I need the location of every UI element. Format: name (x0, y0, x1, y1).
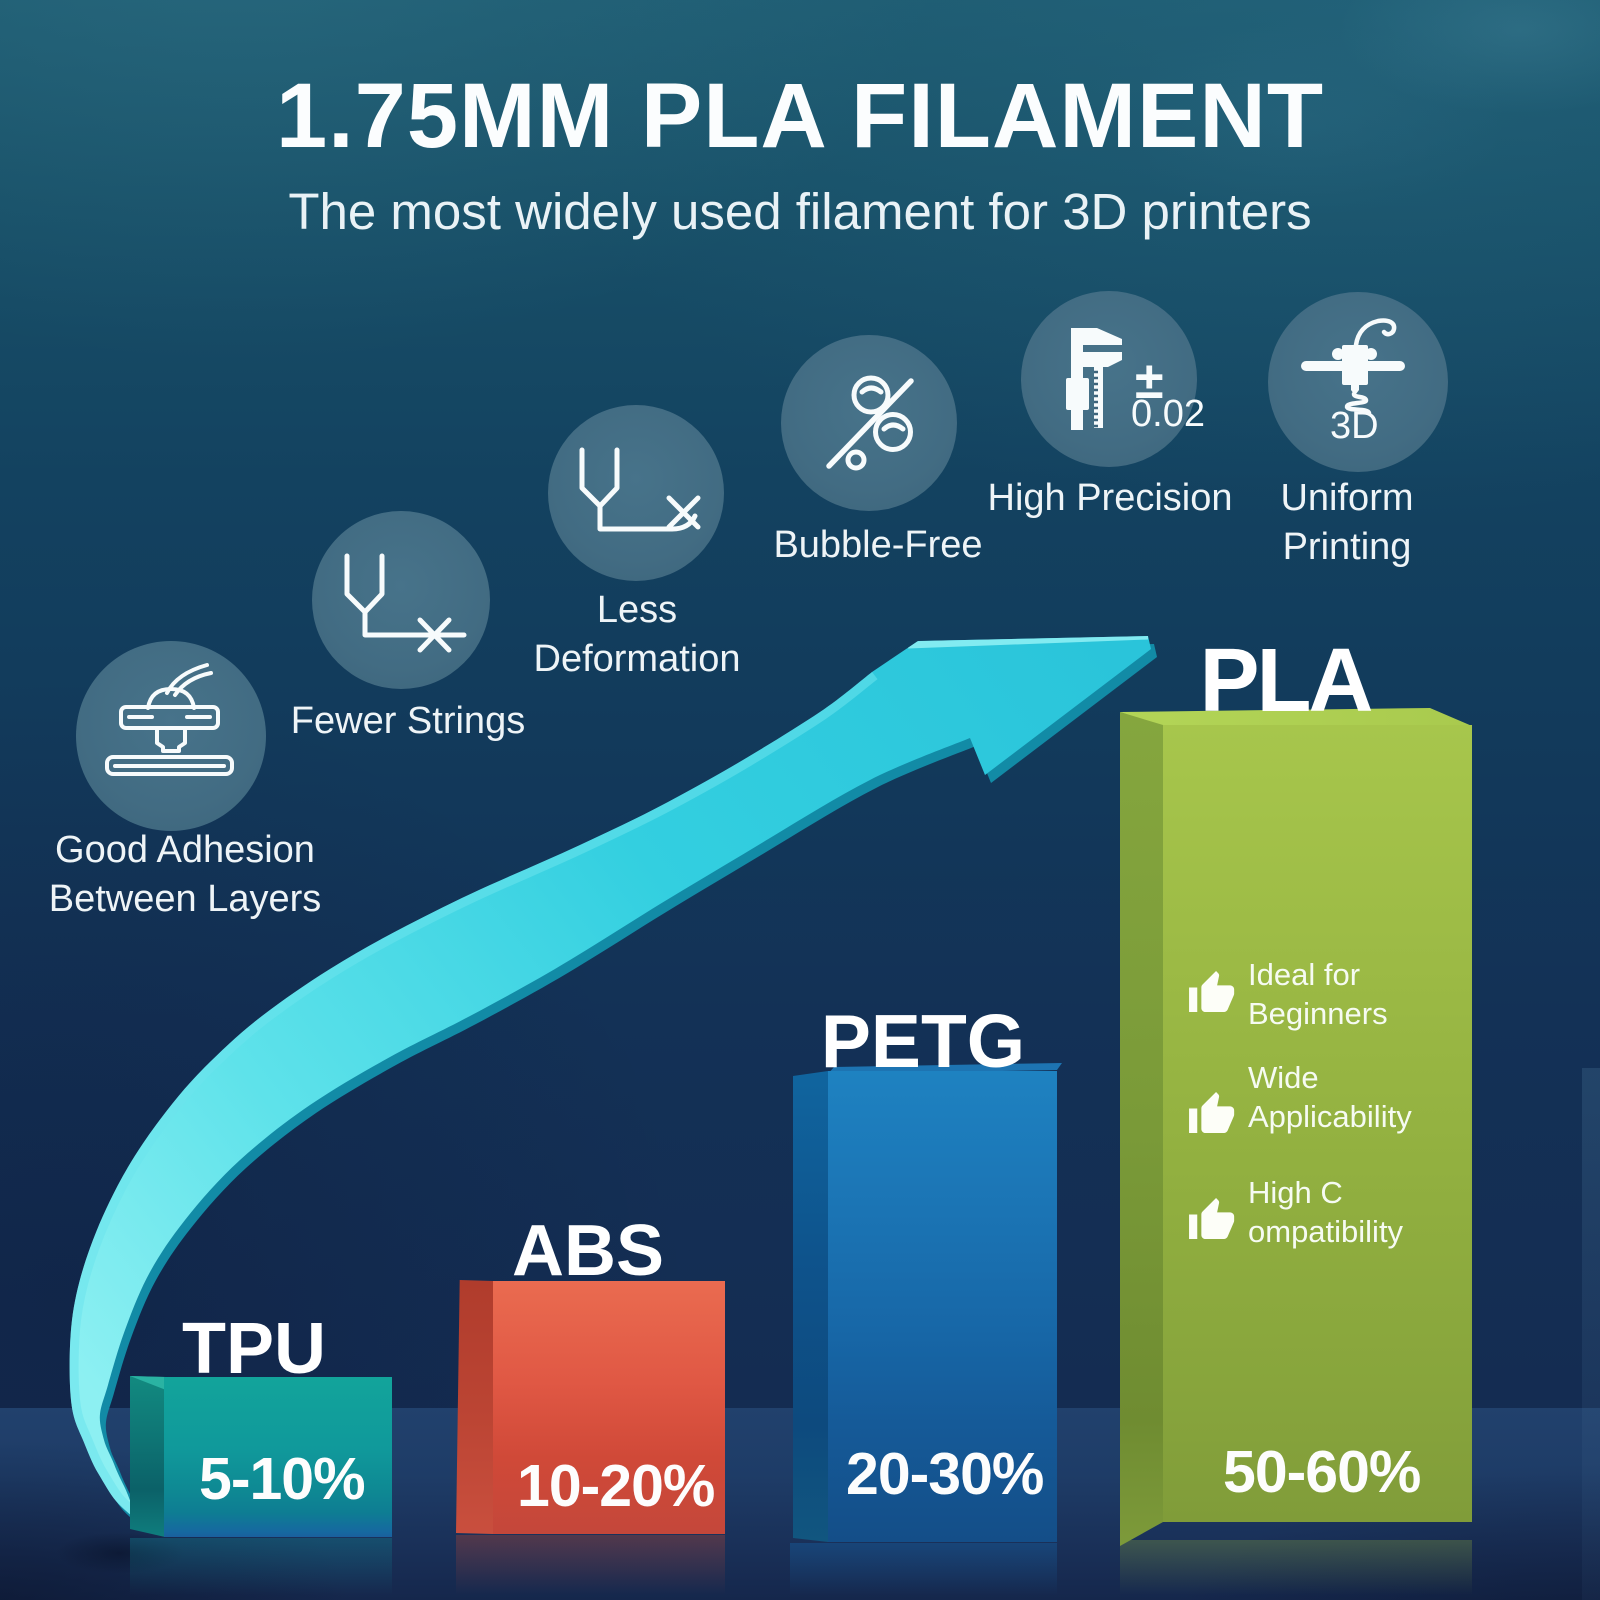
svg-text:3D: 3D (1330, 405, 1379, 447)
svg-text:±: ± (1135, 352, 1164, 410)
svg-text:0.02: 0.02 (1131, 393, 1205, 435)
